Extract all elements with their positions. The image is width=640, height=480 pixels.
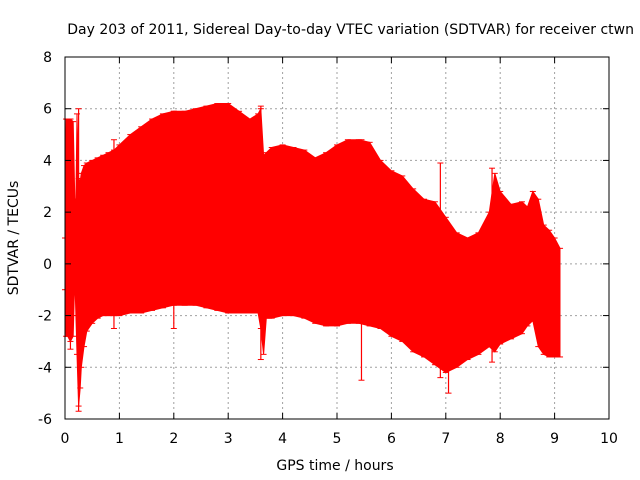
axis-ticks bbox=[64, 56, 610, 420]
x-tick-label-9: 9 bbox=[550, 431, 559, 447]
y-axis-title: SDTVAR / TECUs bbox=[6, 181, 22, 296]
y-tick-label-2: -2 bbox=[38, 309, 52, 325]
x-tick-labels: 0 1 2 3 4 5 6 7 8 9 10 bbox=[61, 431, 618, 447]
data-series-sdtvar bbox=[62, 103, 564, 407]
y-tick-label-3: 0 bbox=[43, 257, 52, 273]
x-tick-label-0: 0 bbox=[61, 431, 70, 447]
x-tick-label-5: 5 bbox=[333, 431, 342, 447]
chart-title: Day 203 of 2011, Sidereal Day-to-day VTE… bbox=[67, 22, 634, 38]
y-tick-label-0: -6 bbox=[38, 412, 52, 428]
y-tick-label-5: 4 bbox=[43, 153, 52, 169]
x-tick-label-8: 8 bbox=[496, 431, 505, 447]
x-tick-label-7: 7 bbox=[441, 431, 450, 447]
y-tick-label-4: 2 bbox=[43, 205, 52, 221]
y-tick-labels: -6 -4 -2 0 2 4 6 8 bbox=[38, 50, 52, 428]
x-axis-title: GPS time / hours bbox=[276, 458, 393, 474]
x-tick-label-2: 2 bbox=[169, 431, 178, 447]
x-tick-label-3: 3 bbox=[224, 431, 233, 447]
y-tick-label-1: -4 bbox=[38, 360, 52, 376]
y-tick-label-6: 6 bbox=[43, 102, 52, 118]
x-tick-label-10: 10 bbox=[600, 431, 618, 447]
x-tick-label-4: 4 bbox=[278, 431, 287, 447]
x-tick-label-6: 6 bbox=[387, 431, 396, 447]
x-tick-label-1: 1 bbox=[115, 431, 124, 447]
y-tick-label-7: 8 bbox=[43, 50, 52, 66]
spike-markers bbox=[67, 105, 496, 412]
band-area-0 bbox=[64, 103, 561, 407]
